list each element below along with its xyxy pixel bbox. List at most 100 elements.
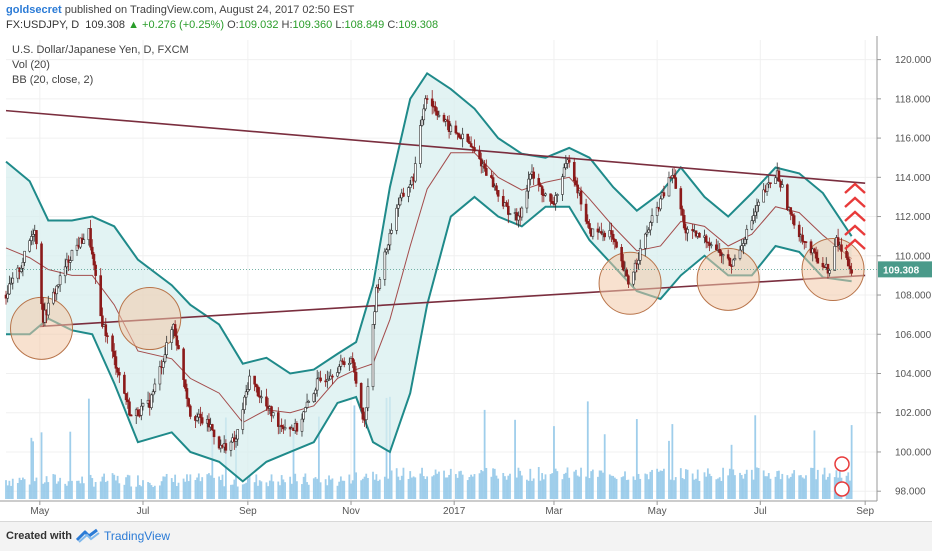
candle-body [63, 266, 67, 277]
volume-bar [316, 478, 319, 499]
candle-body [574, 180, 578, 186]
author-name[interactable]: goldsecret [6, 4, 62, 16]
tradingview-link[interactable]: TradingView [104, 529, 171, 543]
volume-bar [684, 469, 687, 499]
volume-bar [312, 478, 315, 499]
candle-body [255, 383, 258, 388]
volume-bar [563, 473, 566, 499]
volume-bar [673, 480, 675, 499]
volume-bar [649, 471, 652, 499]
volume-bar [219, 479, 222, 499]
volume-bar [644, 473, 647, 499]
candle-body [114, 356, 118, 369]
candle-body [187, 398, 190, 407]
volume-bar [71, 480, 73, 499]
candle-body [364, 407, 368, 420]
candle-body [726, 254, 730, 259]
volume-bar [43, 482, 46, 499]
volume-bar [189, 474, 192, 499]
candle-body [786, 184, 789, 210]
volume-bar [387, 478, 390, 499]
volume-bar [575, 469, 577, 499]
candle-body [483, 163, 486, 169]
earnings-marker-icon [834, 456, 850, 472]
volume-bar [55, 483, 58, 499]
candle-body [419, 125, 422, 164]
volume-bar [443, 470, 445, 499]
candle-body [625, 269, 628, 277]
candle-body [779, 180, 782, 188]
candle-body [591, 228, 595, 237]
volume-bar [314, 477, 317, 499]
volume-bar [478, 473, 481, 499]
volume-bar [390, 470, 393, 499]
volume-bar [828, 473, 831, 499]
volume-bar [637, 473, 640, 499]
dividend-marker-icon [834, 481, 850, 497]
candle-body [55, 285, 59, 295]
volume-bar [744, 473, 746, 499]
volume-bar [728, 468, 731, 499]
candle-body [420, 119, 424, 126]
volume-bar [651, 469, 653, 499]
candle-body [728, 258, 732, 266]
volume-bar [556, 471, 559, 499]
candle-body [312, 393, 316, 402]
volume-bar [304, 473, 307, 499]
volume-bar [22, 477, 24, 499]
volume-bar [663, 468, 665, 499]
volume-bar [116, 475, 119, 499]
volume-bar [289, 476, 292, 499]
volume-bar [111, 473, 114, 499]
volume-bar [793, 470, 796, 499]
candle-body [442, 114, 446, 122]
volume-bar [622, 476, 625, 499]
candle-body [390, 230, 393, 234]
candle-body [791, 213, 794, 216]
volume-bar [730, 444, 733, 499]
volume-bar [590, 471, 593, 499]
volume-bar [849, 480, 851, 499]
candle-body [550, 201, 554, 204]
candle-body [366, 386, 370, 409]
candle-body [461, 133, 464, 140]
volume-bar [81, 476, 84, 499]
volume-bar [186, 474, 188, 499]
ohlc-line: FX:USDJPY, D 109.308 ▲ +0.276 (+0.25%) O… [6, 19, 438, 31]
volume-bar [727, 475, 730, 499]
volume-bar [597, 476, 599, 499]
volume-bar [798, 475, 801, 499]
volume-bar [598, 470, 601, 499]
candle-body [562, 167, 566, 178]
volume-bar [383, 476, 386, 499]
candle-body [715, 244, 718, 251]
volume-bar [16, 483, 19, 499]
candle-body [324, 380, 327, 383]
volume-bar [230, 484, 232, 499]
candle-body [738, 249, 742, 259]
candle-body [765, 183, 769, 192]
volume-bar [669, 479, 672, 499]
volume-bar [532, 478, 535, 499]
candle-body [709, 244, 713, 247]
volume-bar [424, 478, 427, 499]
price-chart[interactable]: 98.000 100.000 102.000 104.000 106.000 108.00… [0, 36, 932, 521]
candle-body [706, 241, 710, 244]
volume-bar [578, 476, 581, 499]
volume-bar [635, 419, 638, 499]
candle-body [189, 405, 192, 417]
volume-bar [292, 425, 295, 499]
candle-body [68, 260, 72, 263]
volume-bar [708, 473, 711, 499]
trendline [5, 109, 866, 185]
candle-body [150, 394, 153, 408]
volume-bar [103, 473, 105, 499]
volume-bar [813, 430, 816, 499]
volume-bar [490, 476, 493, 499]
volume-bar [444, 477, 447, 499]
candle-body [809, 241, 813, 254]
candle-body [57, 284, 60, 287]
volume-bar [307, 484, 310, 499]
event-markers[interactable] [834, 456, 850, 497]
candle-body [31, 234, 35, 237]
